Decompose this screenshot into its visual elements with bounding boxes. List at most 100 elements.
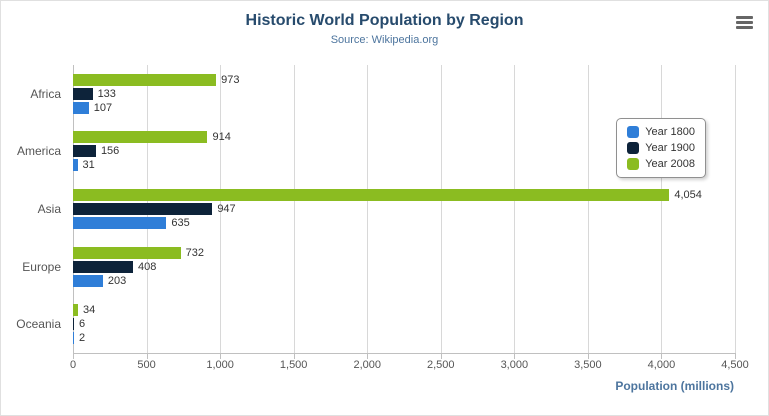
x-tick-label: 500 <box>137 359 156 371</box>
gridline <box>367 65 369 353</box>
category-band-asia: 4,054 947 635 <box>73 180 735 238</box>
legend-swatch <box>627 158 640 170</box>
bar-europe-year-1800[interactable] <box>73 274 103 287</box>
bar-africa-year-1800[interactable] <box>73 101 89 114</box>
x-axis-tick-labels: 0 500 1,000 1,500 2,000 2,500 3,000 3,500 4,000 4… <box>69 359 749 373</box>
bar-row: 6 <box>73 318 735 331</box>
x-tick-label: 1,000 <box>206 359 234 371</box>
axis-tick <box>735 353 736 359</box>
bar-value-label: 34 <box>83 304 96 317</box>
x-tick-label: 1,500 <box>279 359 308 371</box>
hamburger-line <box>736 21 753 24</box>
gridline <box>293 65 295 353</box>
bar-value-label: 133 <box>97 87 116 100</box>
legend-label: Year 1900 <box>645 142 695 154</box>
bar-row: 408 <box>73 260 735 273</box>
category-label-oceania: Oceania <box>16 317 61 332</box>
gridline <box>661 65 663 353</box>
x-tick-label: 2,500 <box>427 359 455 371</box>
category-label-europe: Europe <box>22 259 61 274</box>
legend-label: Year 2008 <box>645 158 695 170</box>
y-axis-category-labels: Africa America Asia Europe Oceania <box>1 65 67 353</box>
bar-value-label: 2 <box>79 332 86 345</box>
bar-value-label: 107 <box>93 101 113 114</box>
bar-europe-year-2008[interactable] <box>73 246 181 259</box>
hamburger-line <box>736 26 753 29</box>
legend-label: Year 1800 <box>645 126 695 138</box>
x-tick-label: 3,000 <box>500 359 529 371</box>
x-tick-label: 4,000 <box>647 359 676 371</box>
bar-row: 34 <box>73 304 735 317</box>
bar-row: 4,054 <box>73 188 735 201</box>
x-tick-label: 4,500 <box>721 359 749 371</box>
bar-row: 947 <box>73 202 735 215</box>
bar-europe-year-1900[interactable] <box>73 260 134 273</box>
bar-row: 973 <box>73 73 735 86</box>
bar-row: 732 <box>73 246 735 259</box>
axis-tick <box>367 353 369 359</box>
bar-value-label: 914 <box>212 131 231 144</box>
x-axis-title: Population (millions) <box>615 379 734 393</box>
legend-swatch <box>627 126 640 138</box>
bar-row: 2 <box>73 332 735 345</box>
category-band-africa: 973 133 107 <box>73 65 735 123</box>
category-band-america: 914 156 31 <box>73 123 735 181</box>
bar-row: 133 <box>73 87 735 100</box>
axis-tick <box>73 353 74 359</box>
bar-america-year-1900[interactable] <box>73 145 96 158</box>
plot-area: 973 133 107 914 156 31 4,054 947 635 732 408 203 34 6… <box>73 65 736 359</box>
chart-title: Historic World Population by Region <box>245 12 524 29</box>
bar-value-label: 156 <box>100 145 120 158</box>
bar-america-year-2008[interactable] <box>73 131 208 144</box>
axis-tick <box>146 353 148 359</box>
bar-america-year-1800[interactable] <box>73 159 78 172</box>
bar-value-label: 732 <box>185 246 205 259</box>
bar-value-label: 635 <box>171 216 190 229</box>
bar-value-label: 947 <box>217 202 236 215</box>
bar-asia-year-2008[interactable] <box>73 188 670 201</box>
category-label-africa: Africa <box>30 86 61 101</box>
legend-item-year-2008[interactable]: Year 2008 <box>627 158 695 170</box>
axis-tick <box>220 353 222 359</box>
axis-tick <box>514 353 516 359</box>
gridline <box>587 65 589 353</box>
axis-tick <box>293 353 295 359</box>
bar-value-label: 973 <box>221 73 240 86</box>
bar-oceania-year-2008[interactable] <box>73 304 78 317</box>
bar-value-label: 408 <box>138 260 157 273</box>
bar-oceania-year-1800[interactable] <box>73 332 74 345</box>
legend-swatch <box>627 142 640 154</box>
gridline <box>735 65 736 353</box>
chart-subtitle: Source: Wikipedia.org <box>330 34 439 46</box>
axis-tick <box>440 353 442 359</box>
bar-row: 914 <box>73 131 735 144</box>
bar-value-label: 203 <box>107 274 127 287</box>
bar-row: 156 <box>73 145 735 158</box>
bar-value-label: 4,054 <box>674 188 702 201</box>
gridline <box>514 65 516 353</box>
bar-row: 203 <box>73 274 735 287</box>
gridline <box>440 65 442 353</box>
legend-item-year-1900[interactable]: Year 1900 <box>627 142 695 154</box>
axis-tick <box>661 353 663 359</box>
bar-asia-year-1800[interactable] <box>73 216 167 229</box>
bar-row: 107 <box>73 101 735 114</box>
bar-asia-year-1900[interactable] <box>73 202 213 215</box>
category-band-oceania: 34 6 2 <box>73 295 735 353</box>
bar-oceania-year-1900[interactable] <box>73 318 74 331</box>
hamburger-menu-icon[interactable] <box>736 16 753 29</box>
gridline <box>220 65 222 353</box>
bar-africa-year-2008[interactable] <box>73 73 217 86</box>
bar-row: 635 <box>73 216 735 229</box>
x-tick-label: 3,500 <box>574 359 602 371</box>
legend-item-year-1800[interactable]: Year 1800 <box>627 126 695 138</box>
bar-value-label: 31 <box>82 159 95 172</box>
x-tick-label: 2,000 <box>353 359 381 371</box>
legend: Year 1800 Year 1900 Year 2008 <box>616 118 706 178</box>
axis-tick <box>587 353 589 359</box>
category-label-asia: Asia <box>37 201 61 216</box>
bar-africa-year-1900[interactable] <box>73 87 93 100</box>
hamburger-line <box>736 16 753 19</box>
x-tick-label: 0 <box>69 359 77 371</box>
